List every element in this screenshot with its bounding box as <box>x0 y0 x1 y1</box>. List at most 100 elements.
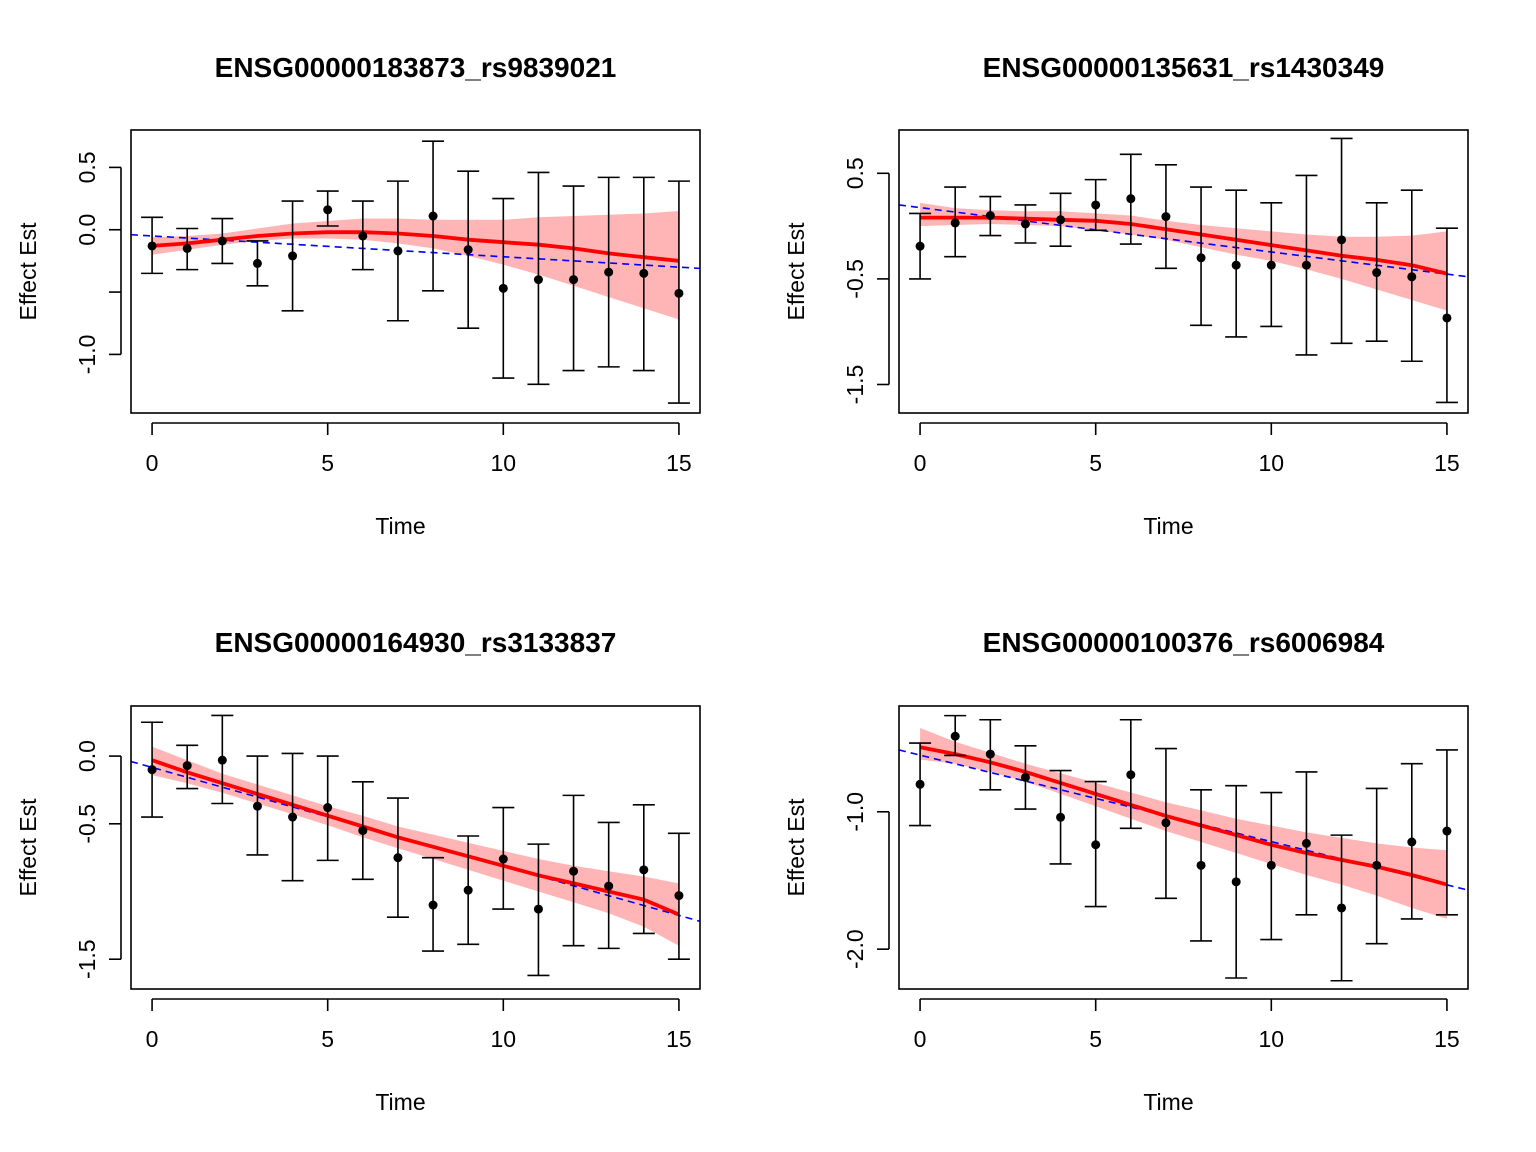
x-axis: 0 5 10 15 <box>146 422 692 476</box>
data-point <box>252 801 262 811</box>
data-point <box>1020 772 1030 782</box>
data-point <box>288 812 298 822</box>
smooth-fit-line <box>151 230 680 263</box>
data-point <box>428 900 438 910</box>
x-axis: 0 5 10 15 <box>914 998 1460 1052</box>
data-point <box>1020 219 1030 229</box>
plot-area <box>131 746 700 946</box>
chart-title: ENSG00000164930_rs3133837 <box>215 627 617 658</box>
y-axis-label: Effect Est <box>783 798 809 897</box>
plot-frame <box>898 705 1469 990</box>
y-axis: -2.0 -1.0 <box>842 792 890 969</box>
confidence-band <box>152 746 679 946</box>
y-tick-label: -1.5 <box>74 939 100 979</box>
data-point <box>1056 215 1066 225</box>
chart-title: ENSG00000183873_rs9839021 <box>215 52 617 83</box>
chart-panel-4: 0 5 10 15 -2.0 -1.0 ENSG00000100376_rs6006984 T… <box>783 627 1469 1115</box>
x-tick-label: 10 <box>491 1026 517 1052</box>
data-point <box>1407 272 1417 282</box>
y-tick-label: 0.0 <box>74 214 100 246</box>
x-axis-label: Time <box>1143 1089 1193 1115</box>
x-tick-label: 10 <box>1259 450 1285 476</box>
data-point <box>428 211 438 221</box>
y-tick-label: -1.0 <box>74 335 100 375</box>
data-point <box>217 236 227 246</box>
data-point <box>915 779 925 789</box>
data-point <box>1407 837 1417 847</box>
x-tick-label: 5 <box>1089 450 1102 476</box>
data-point <box>1301 838 1311 848</box>
data-point <box>1442 826 1452 836</box>
confidence-band <box>920 728 1447 919</box>
x-tick-label: 15 <box>1434 1026 1460 1052</box>
data-point <box>393 853 403 863</box>
data-point <box>147 765 157 775</box>
y-tick-label: -1.0 <box>842 792 868 832</box>
data-point <box>1372 268 1382 278</box>
trend-line <box>131 760 700 923</box>
y-axis: -1.0 0.0 0.5 <box>74 151 122 375</box>
data-point <box>569 275 579 285</box>
plot-frame <box>898 129 1469 414</box>
data-point <box>1056 812 1066 822</box>
data-point <box>1337 235 1347 245</box>
plot-area <box>899 728 1468 919</box>
y-tick-label: 0.0 <box>74 740 100 772</box>
data-point <box>1266 860 1276 870</box>
data-point <box>358 231 368 241</box>
data-point <box>393 246 403 256</box>
data-point <box>288 251 298 261</box>
x-axis-label: Time <box>375 1089 425 1115</box>
plot-frame <box>130 129 701 414</box>
confidence-band <box>152 211 679 320</box>
data-point <box>950 731 960 741</box>
trend-line <box>131 233 700 270</box>
data-point <box>323 803 333 813</box>
data-point <box>1231 877 1241 887</box>
x-tick-label: 15 <box>1434 450 1460 476</box>
x-tick-label: 15 <box>666 1026 692 1052</box>
y-axis-label: Effect Est <box>15 222 41 321</box>
data-point <box>1161 818 1171 828</box>
x-axis: 0 5 10 15 <box>146 998 692 1052</box>
data-point <box>915 241 925 251</box>
plot-area <box>899 202 1468 311</box>
x-axis-label: Time <box>375 513 425 539</box>
data-point <box>533 275 543 285</box>
data-point <box>639 268 649 278</box>
x-axis-label: Time <box>1143 513 1193 539</box>
data-point <box>604 267 614 277</box>
y-axis: -1.5 -0.5 0.0 <box>74 740 122 979</box>
x-tick-label: 0 <box>914 1026 927 1052</box>
x-tick-label: 5 <box>321 1026 334 1052</box>
x-tick-label: 5 <box>321 450 334 476</box>
data-point <box>1126 194 1136 204</box>
data-point <box>1301 260 1311 270</box>
y-axis-label: Effect Est <box>15 798 41 897</box>
chart-panel-1: 0 5 10 15 -1.0 0.0 0.5 ENSG00000183873_rs983902… <box>15 52 701 539</box>
data-point <box>1161 212 1171 222</box>
smooth-fit-line <box>919 745 1448 887</box>
data-point <box>358 826 368 836</box>
data-point <box>323 205 333 215</box>
data-point <box>498 854 508 864</box>
data-point <box>985 211 995 221</box>
y-tick-label: 0.5 <box>842 157 868 189</box>
smooth-fit-line <box>151 758 680 917</box>
y-tick-label: 0.5 <box>74 151 100 183</box>
data-point <box>1196 860 1206 870</box>
smooth-fit-line <box>920 215 1448 276</box>
x-axis: 0 5 10 15 <box>914 422 1460 476</box>
y-tick-label: -0.5 <box>74 804 100 844</box>
data-point <box>1266 260 1276 270</box>
data-point <box>1126 770 1136 780</box>
data-point <box>533 904 543 914</box>
x-tick-label: 0 <box>146 1026 159 1052</box>
data-point <box>674 288 684 298</box>
data-point <box>463 245 473 255</box>
data-point <box>1091 200 1101 210</box>
data-point <box>1442 313 1452 323</box>
y-tick-label: -0.5 <box>842 259 868 299</box>
data-point <box>182 761 192 771</box>
